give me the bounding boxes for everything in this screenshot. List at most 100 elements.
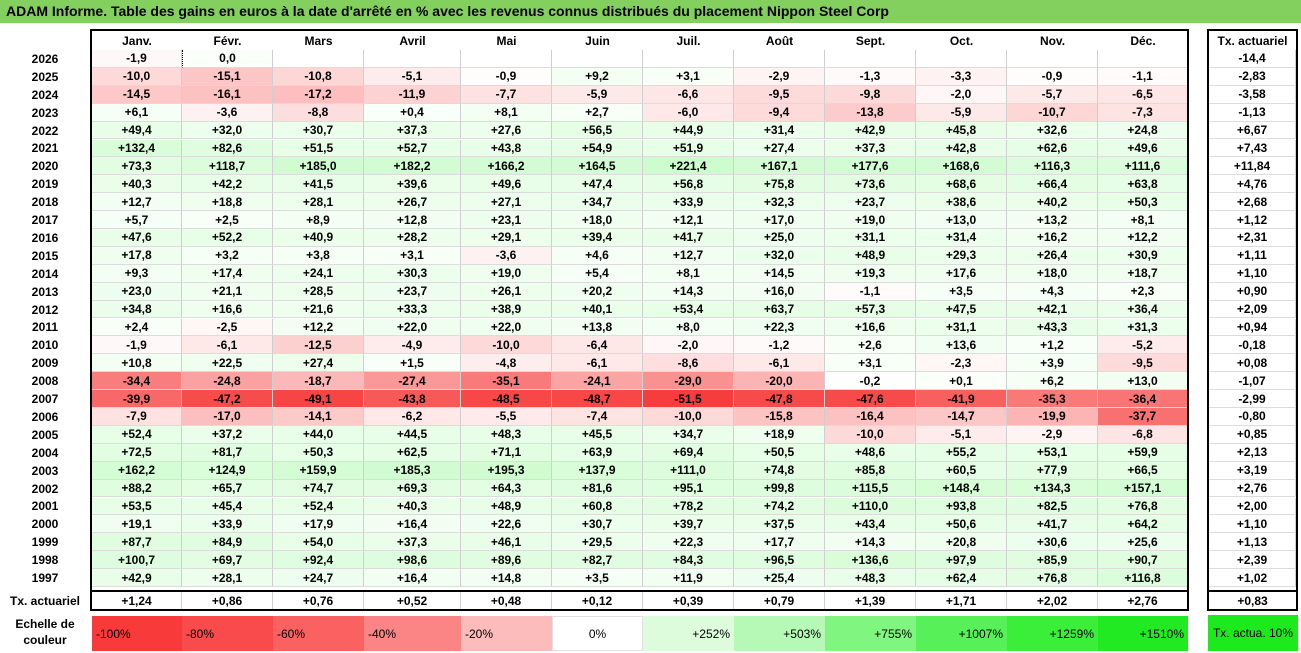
tx-actuariel-cell: +3,19 <box>1209 461 1296 480</box>
heatmap-cell: +39,6 <box>364 175 461 194</box>
heatmap-cell: -1,2 <box>734 336 825 355</box>
heatmap-cell: -13,8 <box>825 103 916 122</box>
year-label: 1999 <box>31 535 59 550</box>
heatmap-cell: -6,1 <box>552 354 643 373</box>
heatmap-cell: +27,6 <box>461 121 552 140</box>
month-header: Mars <box>304 33 333 48</box>
heatmap-cell: +14,8 <box>461 569 552 587</box>
heatmap-cell: +30,6 <box>1007 533 1098 552</box>
heatmap-cell: +12,1 <box>643 211 734 229</box>
heatmap-cell: -6,2 <box>364 408 461 426</box>
heatmap-cell: -17,0 <box>182 408 273 426</box>
heatmap-cell: +63,7 <box>734 300 825 319</box>
legend-swatch: -100% <box>92 616 182 651</box>
year-label: 2017 <box>31 213 59 228</box>
heatmap-cell: +12,7 <box>643 246 734 265</box>
heatmap-cell: +56,5 <box>552 121 643 140</box>
heatmap-cell: +23,7 <box>364 282 461 301</box>
heatmap-cell: +45,8 <box>916 121 1007 140</box>
tx-actuariel-cell: +1,13 <box>1209 533 1296 552</box>
heatmap-cell: +41,7 <box>643 229 734 247</box>
heatmap-cell: +53,5 <box>92 497 182 516</box>
heatmap-cell: +63,9 <box>552 443 643 462</box>
heatmap-cell: +8,1 <box>1098 211 1188 229</box>
heatmap-cell: -0,2 <box>825 372 916 391</box>
heatmap-cell: -9,4 <box>734 103 825 122</box>
heatmap-cell: +26,4 <box>1007 246 1098 265</box>
heatmap-cell: -34,4 <box>92 372 182 391</box>
heatmap-cell: +137,9 <box>552 461 643 480</box>
tx-actuariel-cell: +2,76 <box>1209 479 1296 498</box>
heatmap-cell: +59,9 <box>1098 443 1188 462</box>
heatmap-cell: +74,7 <box>273 479 364 498</box>
heatmap-cell: +18,0 <box>1007 264 1098 283</box>
month-header: Oct. <box>949 33 974 48</box>
heatmap-cell: +32,0 <box>734 246 825 265</box>
legend-swatch: -40% <box>364 616 461 651</box>
legend-swatch: +1007% <box>916 616 1007 651</box>
heatmap-cell: +85,9 <box>1007 551 1098 570</box>
heatmap-cell: +40,9 <box>273 229 364 247</box>
right-column-header: Tx. actuariel <box>1217 33 1288 48</box>
heatmap-cell: +16,6 <box>182 300 273 319</box>
heatmap-cell: +26,1 <box>461 282 552 301</box>
heatmap-cell <box>1007 50 1098 68</box>
heatmap-cell: +31,4 <box>916 229 1007 247</box>
heatmap-cell: +43,4 <box>825 515 916 534</box>
heatmap-cell: +116,8 <box>1098 569 1188 587</box>
heatmap-cell: -2,0 <box>643 336 734 355</box>
year-label: 2011 <box>31 320 59 335</box>
tx-actuariel-cell: +1,02 <box>1209 569 1296 587</box>
heatmap-cell: -11,9 <box>364 85 461 104</box>
year-label: 2010 <box>31 338 59 353</box>
heatmap-cell: +32,0 <box>182 121 273 140</box>
heatmap-cell: +81,6 <box>552 479 643 498</box>
heatmap-cell: +12,2 <box>273 318 364 337</box>
heatmap-cell: +36,4 <box>1098 300 1188 319</box>
year-label: 2021 <box>31 141 59 156</box>
heatmap-cell: -48,7 <box>552 390 643 408</box>
heatmap-cell: +32,6 <box>1007 121 1098 140</box>
heatmap-cell: -1,3 <box>825 67 916 86</box>
heatmap-cell: +74,8 <box>734 461 825 480</box>
heatmap-cell: +28,5 <box>273 282 364 301</box>
heatmap-cell: +60,5 <box>916 461 1007 480</box>
heatmap-cell: +13,8 <box>552 318 643 337</box>
heatmap-cell: +40,1 <box>552 300 643 319</box>
heatmap-cell: -51,5 <box>643 390 734 408</box>
heatmap-cell: +13,2 <box>1007 211 1098 229</box>
tx-actuariel-cell: -14,4 <box>1209 50 1296 68</box>
heatmap-cell: 0,0 <box>182 50 273 68</box>
heatmap-cell: +29,1 <box>461 229 552 247</box>
tx-actuariel-cell: +1,12 <box>1209 211 1296 229</box>
heatmap-cell: -16,1 <box>182 85 273 104</box>
heatmap-cell: +124,9 <box>182 461 273 480</box>
heatmap-cell: -10,0 <box>461 336 552 355</box>
year-label: 2023 <box>31 105 59 120</box>
heatmap-cell: +95,1 <box>643 479 734 498</box>
heatmap-cell: +73,3 <box>92 157 182 176</box>
heatmap-cell: +78,2 <box>643 497 734 516</box>
heatmap-cell: +41,5 <box>273 175 364 194</box>
heatmap-cell: +2,5 <box>182 211 273 229</box>
heatmap-cell: +13,6 <box>916 336 1007 355</box>
heatmap-cell: -8,8 <box>273 103 364 122</box>
heatmap-cell: +49,6 <box>461 175 552 194</box>
heatmap-cell: +9,2 <box>552 67 643 86</box>
year-label: 2005 <box>31 427 59 442</box>
heatmap-cell: +2,6 <box>825 336 916 355</box>
heatmap-cell: -3,6 <box>461 246 552 265</box>
heatmap-cell: +17,8 <box>92 246 182 265</box>
heatmap-cell: +1,5 <box>364 354 461 373</box>
heatmap-cell: +22,3 <box>734 318 825 337</box>
bottom-row-border <box>90 592 1189 611</box>
heatmap-cell: +89,6 <box>461 551 552 570</box>
month-header: Janv. <box>122 33 152 48</box>
heatmap-cell: +19,0 <box>461 264 552 283</box>
heatmap-cell: +136,6 <box>825 551 916 570</box>
heatmap-cell: +20,2 <box>552 282 643 301</box>
heatmap-cell: +40,3 <box>364 497 461 516</box>
column-tx-cell: +1,71 <box>916 592 1007 610</box>
tx-actuariel-cell: +2,00 <box>1209 497 1296 516</box>
month-header: Avril <box>399 33 426 48</box>
